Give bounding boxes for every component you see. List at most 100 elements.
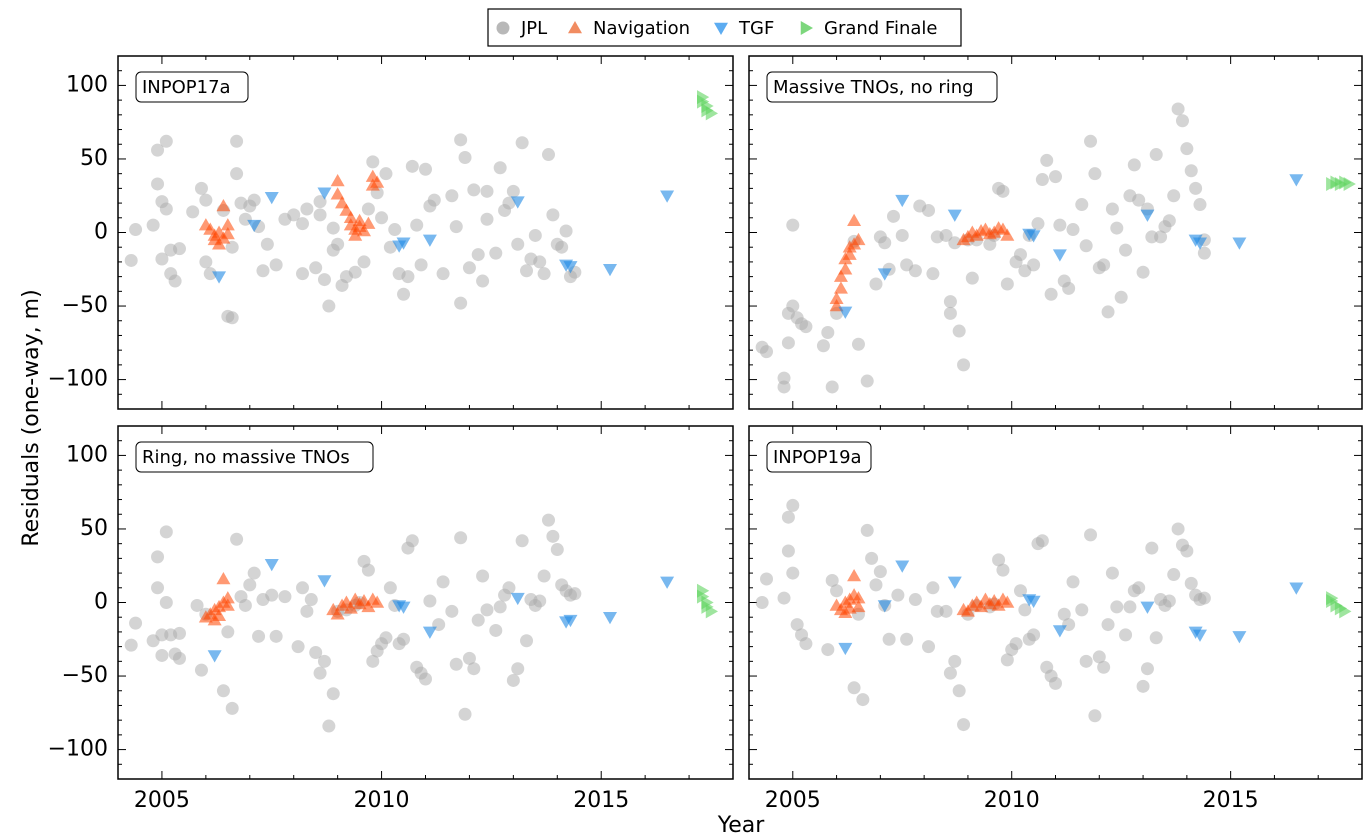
jpl-point: [230, 167, 244, 181]
jpl-point: [300, 604, 314, 618]
jpl-point: [238, 212, 252, 226]
jpl-point: [159, 202, 173, 216]
jpl-point: [458, 707, 472, 721]
jpl-point: [151, 581, 165, 595]
jpl-point: [454, 531, 468, 545]
jpl-point: [1084, 528, 1098, 542]
jpl-point: [1035, 173, 1049, 187]
jpl-point: [173, 651, 186, 665]
jpl-point: [882, 632, 896, 646]
jpl-point: [1057, 607, 1071, 621]
jpl-point: [996, 184, 1010, 198]
jpl-point: [480, 184, 494, 198]
jpl-point: [1114, 290, 1128, 304]
jpl-point: [873, 565, 887, 579]
jpl-point: [891, 588, 905, 602]
tgf-point: [1140, 601, 1155, 614]
jpl-point: [1027, 258, 1041, 272]
tgf-point: [264, 559, 279, 572]
jpl-point: [230, 532, 244, 546]
jpl-point: [1167, 568, 1181, 582]
jpl-point: [225, 311, 239, 325]
jpl-point: [296, 581, 309, 595]
tgf-point: [603, 611, 617, 625]
jpl-point: [313, 208, 327, 222]
jpl-point: [1049, 170, 1062, 184]
jpl-point: [168, 274, 182, 288]
tgf-point: [660, 190, 675, 203]
grand-finale-point: [705, 106, 719, 121]
jpl-point: [520, 634, 534, 648]
jpl-point: [777, 371, 791, 385]
jpl-point: [436, 575, 450, 589]
tgf-point: [422, 626, 437, 639]
jpl-point: [965, 271, 979, 285]
jpl-point: [1171, 522, 1185, 536]
jpl-point: [186, 205, 200, 219]
navigation-point: [851, 232, 866, 246]
jpl-point: [405, 159, 419, 173]
tgf-point: [563, 614, 578, 628]
jpl-point: [1075, 198, 1089, 212]
jpl-point: [1105, 566, 1119, 580]
jpl-point: [151, 177, 165, 191]
jpl-point: [454, 133, 468, 147]
jpl-point: [546, 529, 560, 543]
tgf-point: [510, 196, 525, 209]
navigation-point: [220, 598, 235, 611]
navigation-point: [220, 218, 235, 231]
panel-3: −100 −50 0 50 100 2005 2010 2015 Ring, no massiv…: [48, 425, 734, 813]
jpl-point: [1184, 576, 1198, 590]
tgf-point: [838, 306, 853, 319]
jpl-point: [313, 666, 327, 680]
jpl-point: [878, 236, 892, 250]
y-tick-label: −100: [48, 367, 108, 392]
navigation-point: [220, 591, 235, 604]
panel-4: 2005 2010 2015 INPOP19a: [748, 425, 1363, 813]
legend-label-grand-finale: Grand Finale: [824, 18, 938, 39]
jpl-point: [388, 223, 402, 237]
jpl-point: [194, 663, 208, 677]
jpl-point: [454, 296, 468, 310]
navigation-point: [330, 187, 345, 200]
tgf-point: [947, 576, 962, 589]
jpl-point: [533, 255, 547, 269]
jpl-point: [216, 684, 230, 698]
navigation-point: [842, 247, 857, 260]
jpl-point: [992, 553, 1006, 567]
navigation-point: [361, 216, 376, 229]
jpl-point: [260, 237, 274, 251]
jpl-point: [1167, 189, 1181, 203]
panel-frame: [748, 55, 1363, 410]
jpl-point: [155, 252, 169, 266]
jpl-point: [1105, 202, 1119, 216]
tgf-point: [1052, 249, 1067, 262]
navigation-point: [330, 174, 345, 187]
jpl-point: [427, 193, 441, 207]
y-tick-label: −50: [62, 293, 108, 318]
tgf-point: [396, 601, 411, 614]
jpl-point: [348, 265, 362, 279]
jpl-point: [458, 150, 472, 164]
navigation-point: [343, 601, 358, 614]
jpl-point: [243, 578, 257, 592]
jpl-point: [256, 264, 270, 278]
tgf-point: [207, 650, 222, 663]
jpl-point: [296, 267, 309, 281]
x-tick-label: 2015: [573, 788, 629, 813]
jpl-point: [799, 637, 813, 651]
panel-frame: [748, 425, 1363, 780]
jpl-point: [760, 572, 774, 586]
legend-marker-jpl: [496, 21, 510, 35]
jpl-point: [1088, 709, 1102, 723]
jpl-point: [830, 584, 844, 598]
legend-label-navigation: Navigation: [593, 18, 690, 39]
jpl-point: [1189, 181, 1203, 195]
jpl-point: [1027, 628, 1041, 642]
jpl-point: [1092, 650, 1106, 664]
jpl-point: [476, 274, 490, 288]
jpl-point: [790, 618, 804, 632]
navigation-point: [212, 608, 227, 621]
jpl-point: [309, 261, 323, 275]
jpl-point: [190, 598, 204, 612]
